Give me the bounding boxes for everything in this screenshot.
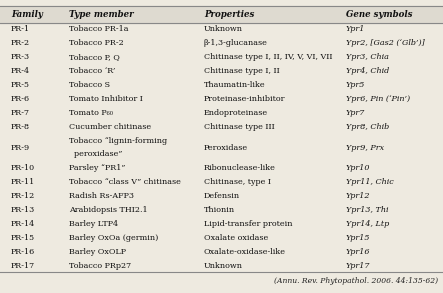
- Text: Family: Family: [11, 10, 43, 19]
- Text: Unknown: Unknown: [204, 25, 243, 33]
- Text: peroxidase”: peroxidase”: [69, 150, 122, 159]
- Text: Ypr4, Chid: Ypr4, Chid: [346, 67, 389, 75]
- Text: PR-7: PR-7: [11, 109, 30, 117]
- Text: Ypr11, Chic: Ypr11, Chic: [346, 178, 393, 186]
- Text: PR-15: PR-15: [11, 234, 35, 242]
- Text: PR-12: PR-12: [11, 192, 35, 200]
- Text: PR-9: PR-9: [11, 144, 30, 151]
- Text: Ypr6, Pin (‘Pin’): Ypr6, Pin (‘Pin’): [346, 95, 410, 103]
- Text: Ypr17: Ypr17: [346, 262, 370, 270]
- Text: Tobacco S: Tobacco S: [69, 81, 110, 89]
- Text: Ypr2, [Gas2 (‘Glb’)]: Ypr2, [Gas2 (‘Glb’)]: [346, 39, 424, 47]
- Text: Oxalate oxidase: Oxalate oxidase: [204, 234, 268, 242]
- Text: PR-6: PR-6: [11, 95, 30, 103]
- Text: Properties: Properties: [204, 10, 254, 19]
- Text: Peroxidase: Peroxidase: [204, 144, 248, 151]
- Text: Ypr14, Ltp: Ypr14, Ltp: [346, 220, 389, 228]
- Text: Ypr8, Chib: Ypr8, Chib: [346, 123, 389, 131]
- Text: PR-11: PR-11: [11, 178, 35, 186]
- Text: Barley LTP4: Barley LTP4: [69, 220, 118, 228]
- Text: Tobacco P, Q: Tobacco P, Q: [69, 53, 120, 61]
- Text: Lipid-transfer protein: Lipid-transfer protein: [204, 220, 292, 228]
- Text: Gene symbols: Gene symbols: [346, 10, 412, 19]
- Text: Ypr10: Ypr10: [346, 164, 370, 172]
- Text: PR-4: PR-4: [11, 67, 30, 75]
- Text: Type member: Type member: [69, 10, 133, 19]
- Text: PR-2: PR-2: [11, 39, 30, 47]
- Text: PR-17: PR-17: [11, 262, 35, 270]
- Text: Proteinase-inhibitor: Proteinase-inhibitor: [204, 95, 285, 103]
- Text: Tobacco ‘R’: Tobacco ‘R’: [69, 67, 115, 75]
- Text: PR-16: PR-16: [11, 248, 35, 256]
- Text: Ypr1: Ypr1: [346, 25, 365, 33]
- Text: Tobacco PR-2: Tobacco PR-2: [69, 39, 124, 47]
- Text: Ypr7: Ypr7: [346, 109, 365, 117]
- Text: Tobacco “class V” chitinase: Tobacco “class V” chitinase: [69, 178, 181, 186]
- Text: Ypr15: Ypr15: [346, 234, 370, 242]
- Text: Ypr16: Ypr16: [346, 248, 370, 256]
- Text: Tomato Inhibitor I: Tomato Inhibitor I: [69, 95, 143, 103]
- Text: Thionin: Thionin: [204, 206, 235, 214]
- Text: Endoproteinase: Endoproteinase: [204, 109, 268, 117]
- Text: Ypr9, Prx: Ypr9, Prx: [346, 144, 384, 151]
- Text: PR-5: PR-5: [11, 81, 30, 89]
- Text: Oxalate-oxidase-like: Oxalate-oxidase-like: [204, 248, 286, 256]
- Text: Defensin: Defensin: [204, 192, 240, 200]
- Text: PR-14: PR-14: [11, 220, 35, 228]
- Text: Chitinase type I, II, IV, V, VI, VII: Chitinase type I, II, IV, V, VI, VII: [204, 53, 332, 61]
- Text: Unknown: Unknown: [204, 262, 243, 270]
- Text: β-1,3-glucanase: β-1,3-glucanase: [204, 39, 268, 47]
- Text: Cucumber chitinase: Cucumber chitinase: [69, 123, 151, 131]
- Text: Ypr13, Thi: Ypr13, Thi: [346, 206, 388, 214]
- Text: Chitinase, type I: Chitinase, type I: [204, 178, 271, 186]
- Text: Tobacco “lignin-forming: Tobacco “lignin-forming: [69, 137, 167, 144]
- Text: PR-8: PR-8: [11, 123, 30, 131]
- Text: PR-13: PR-13: [11, 206, 35, 214]
- Text: Ypr5: Ypr5: [346, 81, 365, 89]
- Text: PR-1: PR-1: [11, 25, 30, 33]
- Text: Tobacco PRp27: Tobacco PRp27: [69, 262, 131, 270]
- Text: Tomato P₆₀: Tomato P₆₀: [69, 109, 113, 117]
- Text: Barley OxOa (germin): Barley OxOa (germin): [69, 234, 158, 242]
- Text: Chitinase type I, II: Chitinase type I, II: [204, 67, 280, 75]
- Text: Barley OxOLP: Barley OxOLP: [69, 248, 126, 256]
- Text: Radish Rs-AFP3: Radish Rs-AFP3: [69, 192, 134, 200]
- Text: PR-10: PR-10: [11, 164, 35, 172]
- Text: Ypr12: Ypr12: [346, 192, 370, 200]
- Text: Ypr3, Chia: Ypr3, Chia: [346, 53, 389, 61]
- Text: Arabidopsis THI2.1: Arabidopsis THI2.1: [69, 206, 147, 214]
- Text: Chitinase type III: Chitinase type III: [204, 123, 275, 131]
- Text: Ribonuclease-like: Ribonuclease-like: [204, 164, 276, 172]
- Text: Tobacco PR-1a: Tobacco PR-1a: [69, 25, 128, 33]
- Text: (Annu. Rev. Phytopathol. 2006. 44:135-62): (Annu. Rev. Phytopathol. 2006. 44:135-62…: [275, 277, 439, 285]
- Text: PR-3: PR-3: [11, 53, 30, 61]
- Text: Thaumatin-like: Thaumatin-like: [204, 81, 265, 89]
- Text: Parsley “PR1”: Parsley “PR1”: [69, 164, 125, 172]
